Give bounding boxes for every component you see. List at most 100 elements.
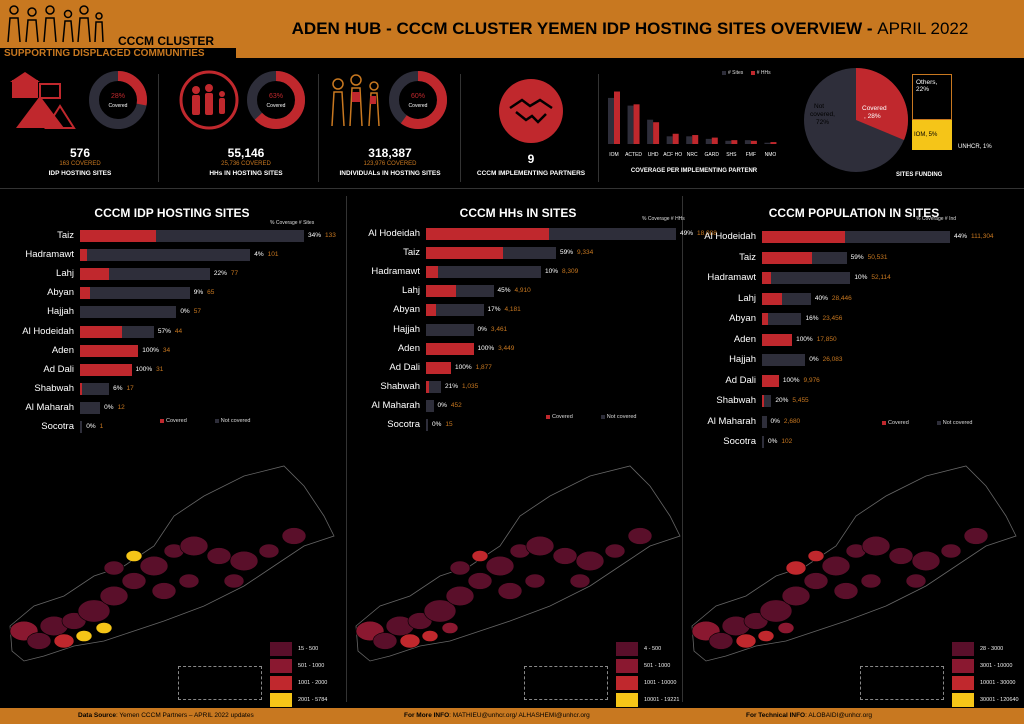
region-label: Aden	[51, 344, 74, 356]
district-area	[777, 622, 795, 634]
covered-bar	[426, 266, 438, 279]
covered-bar	[426, 380, 430, 393]
region-label: Al Maharah	[25, 401, 74, 413]
kpi-covered: 123,976 COVERED	[363, 161, 417, 167]
covered-bar	[80, 268, 109, 281]
region-label: Hadramawt	[707, 272, 756, 283]
bar-values: 100% 17,850	[796, 336, 837, 343]
region-label: Al Hodeidah	[22, 325, 74, 337]
district-area	[861, 535, 891, 557]
kpi-value: 576	[69, 146, 91, 160]
partner-label: UHD	[648, 152, 659, 158]
district-area	[708, 632, 734, 650]
funding-covered-label: Covered, 28%	[862, 105, 887, 120]
coverage-pct: 49%	[680, 230, 694, 237]
total-bar	[426, 399, 434, 412]
kpi-value: 318,387	[368, 146, 412, 160]
covered-bar	[762, 313, 769, 325]
coverage-pct: 57%	[157, 327, 171, 335]
total-bar	[426, 419, 428, 431]
donut-pct: 28%	[111, 93, 125, 100]
count-value: 31	[156, 365, 164, 373]
count-value: 50,531	[867, 253, 888, 261]
funding-unhcr-label: UNHCR, 1%	[958, 144, 992, 150]
covered-bar	[80, 230, 157, 242]
district-area	[905, 573, 927, 589]
coverage-pct: 9%	[193, 289, 204, 297]
total-bar	[80, 287, 190, 300]
coverage-pct: 6%	[113, 384, 123, 392]
coverage-pct: 21%	[445, 382, 459, 390]
bar-row: Al Maharah 0% 452	[371, 398, 676, 414]
covered-bar	[762, 231, 845, 243]
region-label: Hajjah	[47, 306, 74, 318]
bar-row: Abyan 9% 65	[47, 285, 304, 301]
count-value: 17,850	[816, 335, 837, 343]
bar-row: Shabwah 21% 1,035	[380, 379, 676, 395]
district-area	[77, 599, 111, 623]
district-area	[604, 543, 626, 559]
partner-label: ACF HO	[663, 152, 682, 158]
count-value: 23,456	[822, 315, 843, 322]
coverage-pct: 44%	[954, 233, 968, 240]
count-value: 2,680	[783, 417, 801, 425]
funding-others-box: Others, 22%	[912, 74, 952, 120]
bar-values: 57% 44	[158, 328, 182, 335]
region-label: Abyan	[47, 287, 74, 299]
district-area	[471, 550, 489, 562]
partner-bar	[711, 137, 718, 144]
partner-bar	[750, 140, 757, 144]
count-value: 15	[445, 421, 453, 428]
kpi-covered: 163 COVERED	[59, 161, 101, 167]
coverage-pct: 100%	[135, 365, 153, 373]
total-bar	[80, 249, 251, 262]
district-area	[26, 632, 52, 650]
logo-text: CCCM CLUSTER	[118, 34, 214, 48]
yemen-map	[355, 465, 681, 662]
region-label: Ad Dali	[725, 374, 756, 386]
panel-divider	[682, 196, 683, 702]
bar-values: 44% 111,304	[954, 233, 994, 240]
kpi-divider	[158, 74, 159, 182]
district-area	[785, 560, 807, 576]
partner-bar	[731, 140, 738, 144]
covered-bar	[762, 272, 771, 284]
bar-row: Hadramawt 10% 52,114	[707, 270, 950, 286]
district-area	[757, 630, 775, 642]
map-legend-item: 4 - 500	[616, 640, 679, 657]
coverage-pct: 16%	[805, 315, 819, 322]
bar-values: 59% 9,334	[560, 249, 593, 256]
district-area	[888, 547, 914, 565]
partner-label: NMO	[765, 152, 777, 158]
region-label: Lahj	[402, 285, 420, 297]
district-area	[179, 535, 209, 557]
bar-values: 0% 57	[180, 308, 201, 315]
total-bar	[426, 266, 541, 279]
coverage-pct: 45%	[497, 287, 511, 295]
covered-bar	[762, 251, 812, 264]
bar-values: 10% 8,309	[545, 268, 578, 275]
region-label: Aden	[397, 342, 420, 354]
covered-bar	[80, 325, 123, 338]
total-bar	[762, 313, 802, 325]
total-bar	[762, 272, 851, 284]
bar-values: 20% 5,455	[775, 397, 808, 404]
map-legend-item: 10001 - 19221	[616, 691, 679, 708]
region-label: Ad Dali	[43, 363, 74, 375]
bar-values: 4% 101	[254, 251, 278, 258]
map-legend-item: 15 - 500	[270, 640, 327, 657]
district-area	[178, 573, 200, 589]
individuals-icon	[331, 74, 380, 127]
covered-bar	[80, 382, 82, 395]
bar-row: Hajjah 0% 57	[47, 304, 304, 320]
bar-values: 100% 31	[136, 366, 164, 373]
kpi-value: 55,146	[227, 146, 265, 160]
covered-bar	[426, 361, 451, 374]
total-bar	[762, 415, 767, 428]
region-label: Taiz	[739, 251, 756, 263]
sites-funding-chart: Not covered, 72% Covered, 28% Others, 22% …	[800, 64, 1020, 182]
bar-row: Taiz 34% 133	[57, 228, 336, 244]
kpi-sites: 28% Covered 576 163 COVERED IDP HOSTING …	[10, 66, 150, 184]
coverage-pct: 0%	[437, 401, 447, 409]
district-area	[281, 527, 307, 545]
